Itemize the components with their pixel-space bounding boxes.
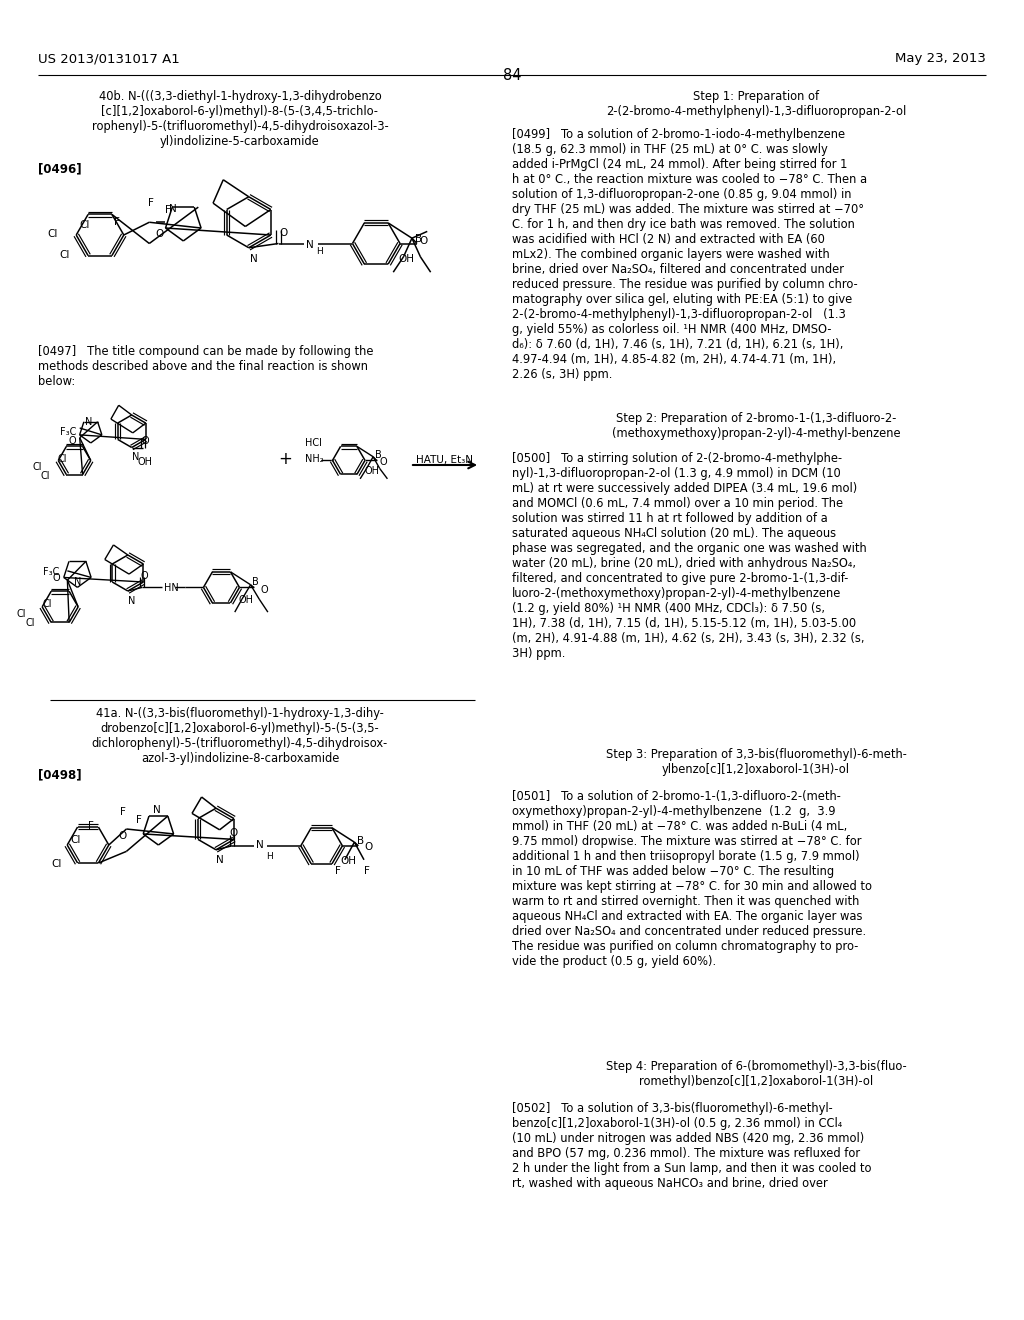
Text: B: B (356, 836, 364, 846)
Text: O: O (118, 832, 126, 841)
Text: HN: HN (165, 583, 179, 594)
Text: US 2013/0131017 A1: US 2013/0131017 A1 (38, 51, 180, 65)
Text: OH: OH (138, 457, 153, 466)
Text: F: F (114, 218, 120, 227)
Text: N: N (128, 597, 135, 606)
Text: F: F (336, 866, 341, 876)
Text: Cl: Cl (16, 609, 27, 619)
Text: O: O (379, 457, 387, 467)
Text: F₃C: F₃C (43, 568, 59, 577)
Text: N: N (85, 417, 92, 426)
Text: B: B (416, 234, 423, 243)
Text: O: O (69, 436, 77, 446)
Text: H: H (316, 248, 323, 256)
Text: F: F (88, 821, 94, 832)
Text: +: + (279, 450, 292, 469)
Text: F: F (148, 198, 155, 209)
Text: O: O (365, 842, 373, 853)
Text: O: O (229, 828, 239, 838)
Text: OH: OH (340, 855, 356, 866)
Text: Cl: Cl (57, 454, 68, 465)
Text: O: O (52, 573, 59, 583)
Text: N: N (74, 577, 81, 587)
Text: F₃C: F₃C (60, 426, 77, 437)
Text: Cl: Cl (71, 836, 81, 845)
Text: N: N (132, 451, 139, 462)
Text: B: B (376, 450, 382, 461)
Text: Cl: Cl (42, 599, 52, 610)
Text: OH: OH (365, 466, 380, 477)
Text: HCl: HCl (305, 438, 322, 447)
Text: [0496]: [0496] (38, 162, 82, 176)
Text: [0499]   To a solution of 2-bromo-1-iodo-4-methylbenzene
(18.5 g, 62.3 mmol) in : [0499] To a solution of 2-bromo-1-iodo-4… (512, 128, 867, 381)
Text: 41a. N-((3,3-bis(fluoromethyl)-1-hydroxy-1,3-dihy-
drobenzo[c][1,2]oxaborol-6-yl: 41a. N-((3,3-bis(fluoromethyl)-1-hydroxy… (92, 708, 388, 766)
Text: F: F (121, 807, 126, 817)
Text: Cl: Cl (48, 228, 58, 239)
Text: H: H (266, 851, 273, 861)
Text: N: N (216, 855, 224, 865)
Text: O: O (140, 572, 148, 581)
Text: Cl: Cl (33, 462, 42, 473)
Text: N: N (250, 253, 258, 264)
Text: 40b. N-(((3,3-diethyl-1-hydroxy-1,3-dihydrobenzo
[c][1,2]oxaborol-6-yl)methyl)-8: 40b. N-(((3,3-diethyl-1-hydroxy-1,3-dihy… (91, 90, 388, 148)
Text: Step 1: Preparation of
2-(2-bromo-4-methylphenyl)-1,3-difluoropropan-2-ol: Step 1: Preparation of 2-(2-bromo-4-meth… (606, 90, 906, 117)
Text: O: O (141, 436, 150, 446)
Text: O: O (280, 228, 288, 238)
Text: Cl: Cl (41, 470, 50, 480)
Text: Step 2: Preparation of 2-bromo-1-(1,3-difluoro-2-
(methoxymethoxy)propan-2-yl)-4: Step 2: Preparation of 2-bromo-1-(1,3-di… (611, 412, 900, 440)
Text: F: F (365, 866, 370, 876)
Text: O: O (260, 585, 268, 595)
Text: NH₂: NH₂ (305, 454, 324, 465)
Text: 84: 84 (503, 69, 521, 83)
Text: OH: OH (398, 255, 414, 264)
Text: N: N (153, 805, 161, 814)
Text: Cl: Cl (26, 619, 35, 628)
Text: N: N (169, 203, 177, 214)
Text: OH: OH (239, 595, 254, 605)
Text: Step 4: Preparation of 6-(bromomethyl)-3,3-bis(fluo-
romethyl)benzo[c][1,2]oxabo: Step 4: Preparation of 6-(bromomethyl)-3… (605, 1060, 906, 1088)
Text: [0500]   To a stirring solution of 2-(2-bromo-4-methylphe-
nyl)-1,3-difluoroprop: [0500] To a stirring solution of 2-(2-br… (512, 451, 866, 660)
Text: Cl: Cl (59, 249, 70, 260)
Text: May 23, 2013: May 23, 2013 (895, 51, 986, 65)
Text: Step 3: Preparation of 3,3-bis(fluoromethyl)-6-meth-
ylbenzo[c][1,2]oxaborol-1(3: Step 3: Preparation of 3,3-bis(fluoromet… (605, 748, 906, 776)
Text: [0498]: [0498] (38, 768, 82, 781)
Text: O: O (420, 236, 428, 247)
Text: N: N (306, 239, 313, 249)
Text: [0497]   The title compound can be made by following the
methods described above: [0497] The title compound can be made by… (38, 345, 374, 388)
Text: Cl: Cl (79, 220, 89, 231)
Text: N: N (256, 840, 264, 850)
Text: B: B (253, 577, 259, 587)
Text: [0502]   To a solution of 3,3-bis(fluoromethyl)-6-methyl-
benzo[c][1,2]oxaborol-: [0502] To a solution of 3,3-bis(fluorome… (512, 1102, 871, 1191)
Text: Cl: Cl (51, 859, 61, 869)
Text: HATU, Et₃N: HATU, Et₃N (417, 455, 473, 465)
Text: F: F (136, 814, 142, 825)
Text: F: F (165, 205, 171, 215)
Text: O: O (156, 230, 164, 239)
Text: [0501]   To a solution of 2-bromo-1-(1,3-difluoro-2-(meth-
oxymethoxy)propan-2-y: [0501] To a solution of 2-bromo-1-(1,3-d… (512, 789, 872, 968)
